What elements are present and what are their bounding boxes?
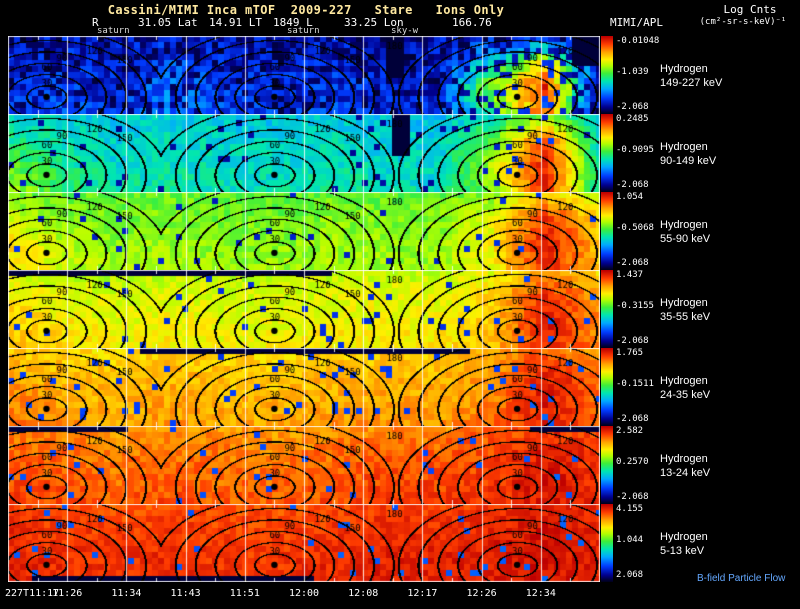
colorbar-min-value: -2.068 [616,180,649,190]
colorbar-min-value: -2.068 [616,336,649,346]
colorbar-max-value: 4.155 [616,504,644,514]
time-label: 12:00 [288,588,320,599]
colorbar-5-13-keV [601,504,613,582]
species-label: Hydrogen [660,297,708,309]
energy-range-label: 13-24 keV [660,467,711,479]
colorbar-min-value: -2.068 [616,492,649,502]
time-label: 11:26 [52,588,83,599]
colorbar-max-value: 1.054 [616,192,644,202]
colorbar-units-title: Log Cnts [723,3,777,16]
time-label: 12:34 [525,588,556,599]
plot-title: Cassini/MIMI Inca mTOF 2009-227 Stare Io… [107,3,505,17]
ephemeris-166-76: 166.76 [452,16,492,29]
species-label: Hydrogen [660,141,708,153]
energy-range-label: 5-13 keV [660,545,705,557]
spectrogram-panel-55-90-keV [8,192,600,270]
marker-sky-w: sky-w [391,26,419,36]
ephemeris-33-25-lon: 33.25 Lon [344,16,404,29]
time-label: 11:34 [111,588,142,599]
colorbar-149-227-keV [601,36,613,114]
spectrogram-panel-149-227-keV [8,36,600,114]
colorbar-min-value: -2.068 [616,102,649,112]
spectrogram-panel-35-55-keV [8,270,600,348]
colorbar-max-value: 2.582 [616,426,644,436]
species-label: Hydrogen [660,453,708,465]
colorbar-max-value: 0.2485 [616,114,649,124]
energy-range-label: 149-227 keV [660,77,723,89]
colorbar-35-55-keV [601,270,613,348]
colorbar-units-formula: (cm²-sr-s-keV)⁻¹ [699,17,787,27]
spectrogram-panel-90-149-keV [8,114,600,192]
species-label: Hydrogen [660,375,708,387]
time-label: 12:17 [407,588,438,599]
colorbar-mid-value: 0.2570 [616,457,649,467]
bfield-flow-label: B-field Particle Flow [697,573,786,584]
time-label: 11:43 [170,588,201,599]
ephemeris-31-05-lat: 31.05 Lat [138,16,198,29]
energy-range-label: 35-55 keV [660,311,711,323]
energy-range-label: 55-90 keV [660,233,711,245]
species-label: Hydrogen [660,219,708,231]
colorbar-min-value: 2.068 [616,570,644,580]
colorbar-55-90-keV [601,192,613,270]
species-label: Hydrogen [660,531,708,543]
colorbar-mid-value: -0.9095 [616,145,654,155]
energy-range-label: 90-149 keV [660,155,717,167]
energy-range-label: 24-35 keV [660,389,711,401]
colorbar-mid-value: -0.1511 [616,379,654,389]
species-label: Hydrogen [660,63,708,75]
colorbar-min-value: -2.068 [616,258,649,268]
ephemeris-1849-l: 1849 L [273,16,313,29]
time-label: 12:08 [348,588,379,599]
colorbar-mid-value: -1.039 [616,67,649,77]
colorbar-min-value: -2.068 [616,414,649,424]
colorbar-13-24-keV [601,426,613,504]
ephemeris-14-91-lt: 14.91 LT [209,16,262,29]
colorbar-90-149-keV [601,114,613,192]
time-label: 12:26 [466,588,497,599]
spectrogram-panel-5-13-keV [8,504,600,582]
colorbar-mid-value: -0.5068 [616,223,654,233]
colorbar-24-35-keV [601,348,613,426]
ephemeris-r: R [92,16,99,29]
ephemeris-mimi-apl: MIMI/APL [610,16,663,29]
colorbar-max-value: 1.765 [616,348,644,358]
marker-saturn: saturn [97,26,130,36]
time-label: 227T11:17 [5,588,60,599]
marker-saturn: saturn [287,26,320,36]
spectrogram-panel-13-24-keV [8,426,600,504]
time-label: 11:51 [229,588,260,599]
colorbar-max-value: 1.437 [616,270,644,280]
colorbar-mid-value: 1.044 [616,535,644,545]
colorbar-mid-value: -0.3155 [616,301,654,311]
spectrogram-panel-24-35-keV [8,348,600,426]
colorbar-max-value: -0.01048 [616,36,660,46]
